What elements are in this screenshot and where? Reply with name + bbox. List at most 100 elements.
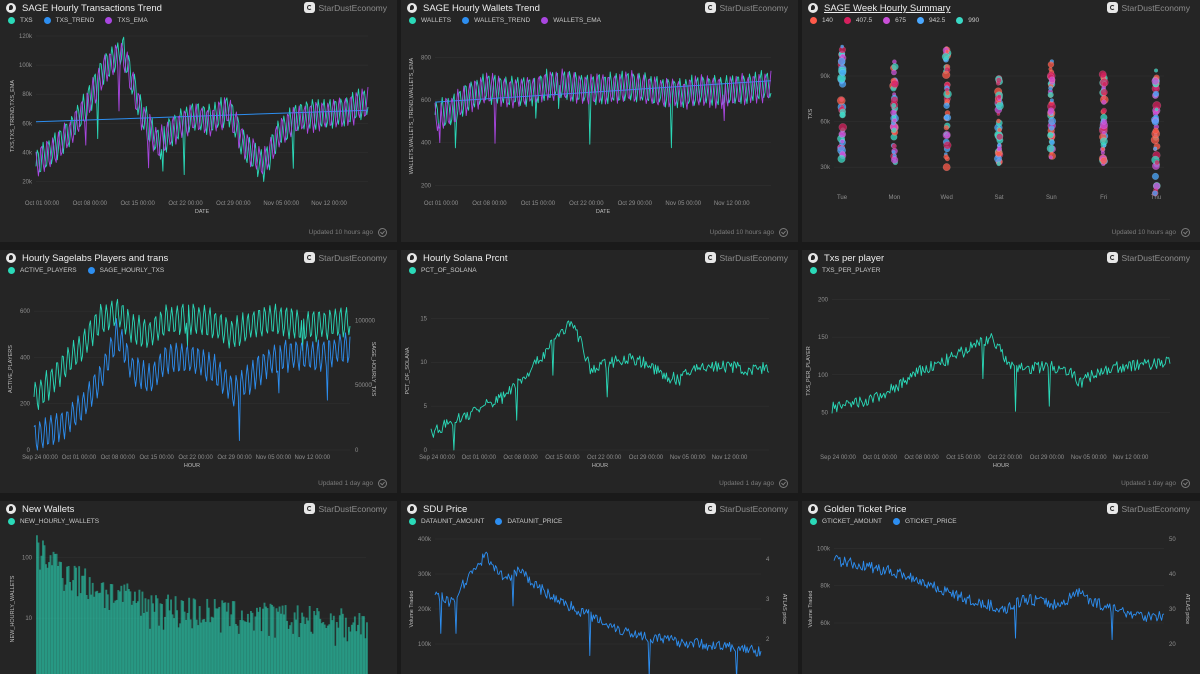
scatter-point	[1049, 98, 1054, 103]
scatter-point	[1151, 172, 1160, 180]
bar	[281, 605, 284, 674]
brand-link[interactable]: StarDustEconomy	[303, 252, 387, 263]
bar	[269, 603, 272, 674]
legend-item[interactable]: TXS	[8, 17, 33, 24]
bar	[191, 628, 194, 674]
legend-item[interactable]: PCT_OF_SOLANA	[409, 267, 477, 274]
legend-item[interactable]: WALLETS_TREND	[462, 17, 530, 24]
legend-dot-icon	[8, 267, 15, 274]
legend-item[interactable]: 140	[810, 17, 833, 24]
y-axis-label: PCT_OF_SOLANA	[405, 347, 411, 394]
legend-label: 140	[822, 17, 833, 24]
scatter-point	[1101, 107, 1107, 114]
bar	[102, 582, 105, 674]
legend-dot-icon	[843, 17, 851, 24]
legend-dot-icon	[541, 17, 549, 24]
legend-item[interactable]: TXS_TREND	[43, 17, 94, 24]
bar	[356, 624, 359, 674]
bar	[319, 618, 322, 674]
scatter-point	[891, 143, 897, 149]
brand-link[interactable]: StarDustEconomy	[704, 503, 788, 514]
legend: TXS_PER_PLAYER	[810, 267, 880, 274]
brand-name: StarDustEconomy	[719, 2, 789, 13]
y-axis-label: ACTIVE_PLAYERS	[8, 345, 14, 393]
legend-dot-icon	[495, 518, 503, 525]
brand-name: StarDustEconomy	[318, 2, 388, 13]
panel-title[interactable]: SAGE Week Hourly Summary	[824, 3, 951, 14]
x-tick-label: Fri	[1100, 195, 1107, 201]
legend-dot-icon	[8, 17, 15, 24]
bar	[108, 609, 111, 674]
brand-link[interactable]: StarDustEconomy	[1106, 252, 1191, 263]
chart: 0 200 400 600 0 50000 100000 Sep 24 00:00 Oct 01…	[8, 298, 376, 469]
bar	[133, 591, 136, 674]
brand-name: StarDustEconomy	[1121, 252, 1191, 263]
legend-label: DATAUNIT_AMOUNT	[421, 518, 485, 525]
legend-item[interactable]: DATAUNIT_AMOUNT	[409, 518, 484, 525]
brand-link[interactable]: StarDustEconomy	[704, 252, 788, 263]
legend-label: PCT_OF_SOLANA	[421, 267, 477, 274]
x-tick-label: Oct 15 00:00	[521, 201, 556, 207]
panel-title: Txs per player	[824, 253, 885, 264]
brand-link[interactable]: StarDustEconomy	[1106, 2, 1190, 13]
bar	[268, 635, 270, 674]
legend-item[interactable]: WALLETS	[409, 17, 451, 24]
legend-item[interactable]: 407.5	[843, 17, 872, 24]
x-tick-label: Sep 24 00:00	[820, 455, 856, 461]
bar	[343, 637, 346, 674]
legend: GTICKET_AMOUNT GTICKET_PRICE	[810, 518, 957, 525]
bar	[301, 612, 304, 674]
series-line	[33, 318, 351, 451]
chart: 30k 60k 90k TXS Tue Mon Wed Sat Sun Fri Thu	[808, 44, 1164, 201]
bar	[293, 612, 296, 674]
legend-item[interactable]: DATAUNIT_PRICE	[495, 518, 562, 525]
bar	[290, 622, 293, 674]
scatter-point	[840, 139, 845, 144]
updated-text: Updated 10 hours ago	[1111, 229, 1176, 236]
brand-link[interactable]: StarDustEconomy	[303, 503, 387, 514]
legend-item[interactable]: TXS_EMA	[105, 17, 148, 24]
legend-item[interactable]: 675	[883, 17, 906, 24]
bar	[49, 555, 52, 674]
scatter-point	[997, 127, 1002, 133]
updated-status: Updated 1 day ago	[1121, 479, 1190, 488]
brand-link[interactable]: StarDustEconomy	[303, 2, 388, 13]
bar	[123, 584, 126, 674]
bar	[100, 582, 103, 674]
x-tick-label: Oct 08 00:00	[503, 455, 538, 461]
legend-item[interactable]: SAGE_HOURLY_TXS	[87, 267, 164, 274]
legend-item[interactable]: GTICKET_AMOUNT	[810, 518, 882, 525]
legend: WALLETS WALLETS_TREND WALLETS_EMA	[409, 17, 601, 24]
bar	[127, 589, 130, 674]
bar	[147, 599, 150, 674]
x-tick-label: Oct 22 00:00	[587, 455, 622, 461]
legend-item[interactable]: NEW_HOURLY_WALLETS	[8, 518, 99, 525]
scatter-point	[1151, 77, 1160, 85]
scatter-point	[943, 102, 950, 110]
scatter-point	[945, 49, 950, 54]
bar	[364, 638, 367, 674]
y-tick-label: 100	[818, 373, 829, 379]
brand-link[interactable]: StarDustEconomy	[1106, 503, 1190, 514]
scatter-point	[890, 79, 899, 88]
scatter-point	[1102, 130, 1106, 135]
chart: 100k 200k 300k 400k 2 3 4 Volume Traded ATLAS pr…	[409, 537, 787, 674]
legend-item[interactable]: 990	[956, 17, 979, 24]
scatter-point	[996, 146, 1003, 152]
legend-item[interactable]: GTICKET_PRICE	[892, 518, 957, 525]
bar	[316, 607, 319, 674]
brand-logo-icon	[303, 2, 315, 13]
y-tick-label: 40k	[22, 150, 33, 156]
legend-item[interactable]: 942.5	[917, 17, 945, 24]
series-line	[831, 333, 1171, 414]
bar	[129, 591, 132, 674]
legend-label: GTICKET_AMOUNT	[822, 518, 882, 525]
legend: DATAUNIT_AMOUNT DATAUNIT_PRICE	[409, 518, 562, 525]
legend-item[interactable]: TXS_PER_PLAYER	[810, 267, 880, 274]
bar	[43, 545, 46, 674]
bar	[307, 620, 310, 674]
legend-item[interactable]: WALLETS_EMA	[541, 17, 601, 24]
brand-link[interactable]: StarDustEconomy	[704, 2, 789, 13]
bar	[132, 600, 135, 674]
legend-item[interactable]: ACTIVE_PLAYERS	[8, 267, 77, 274]
